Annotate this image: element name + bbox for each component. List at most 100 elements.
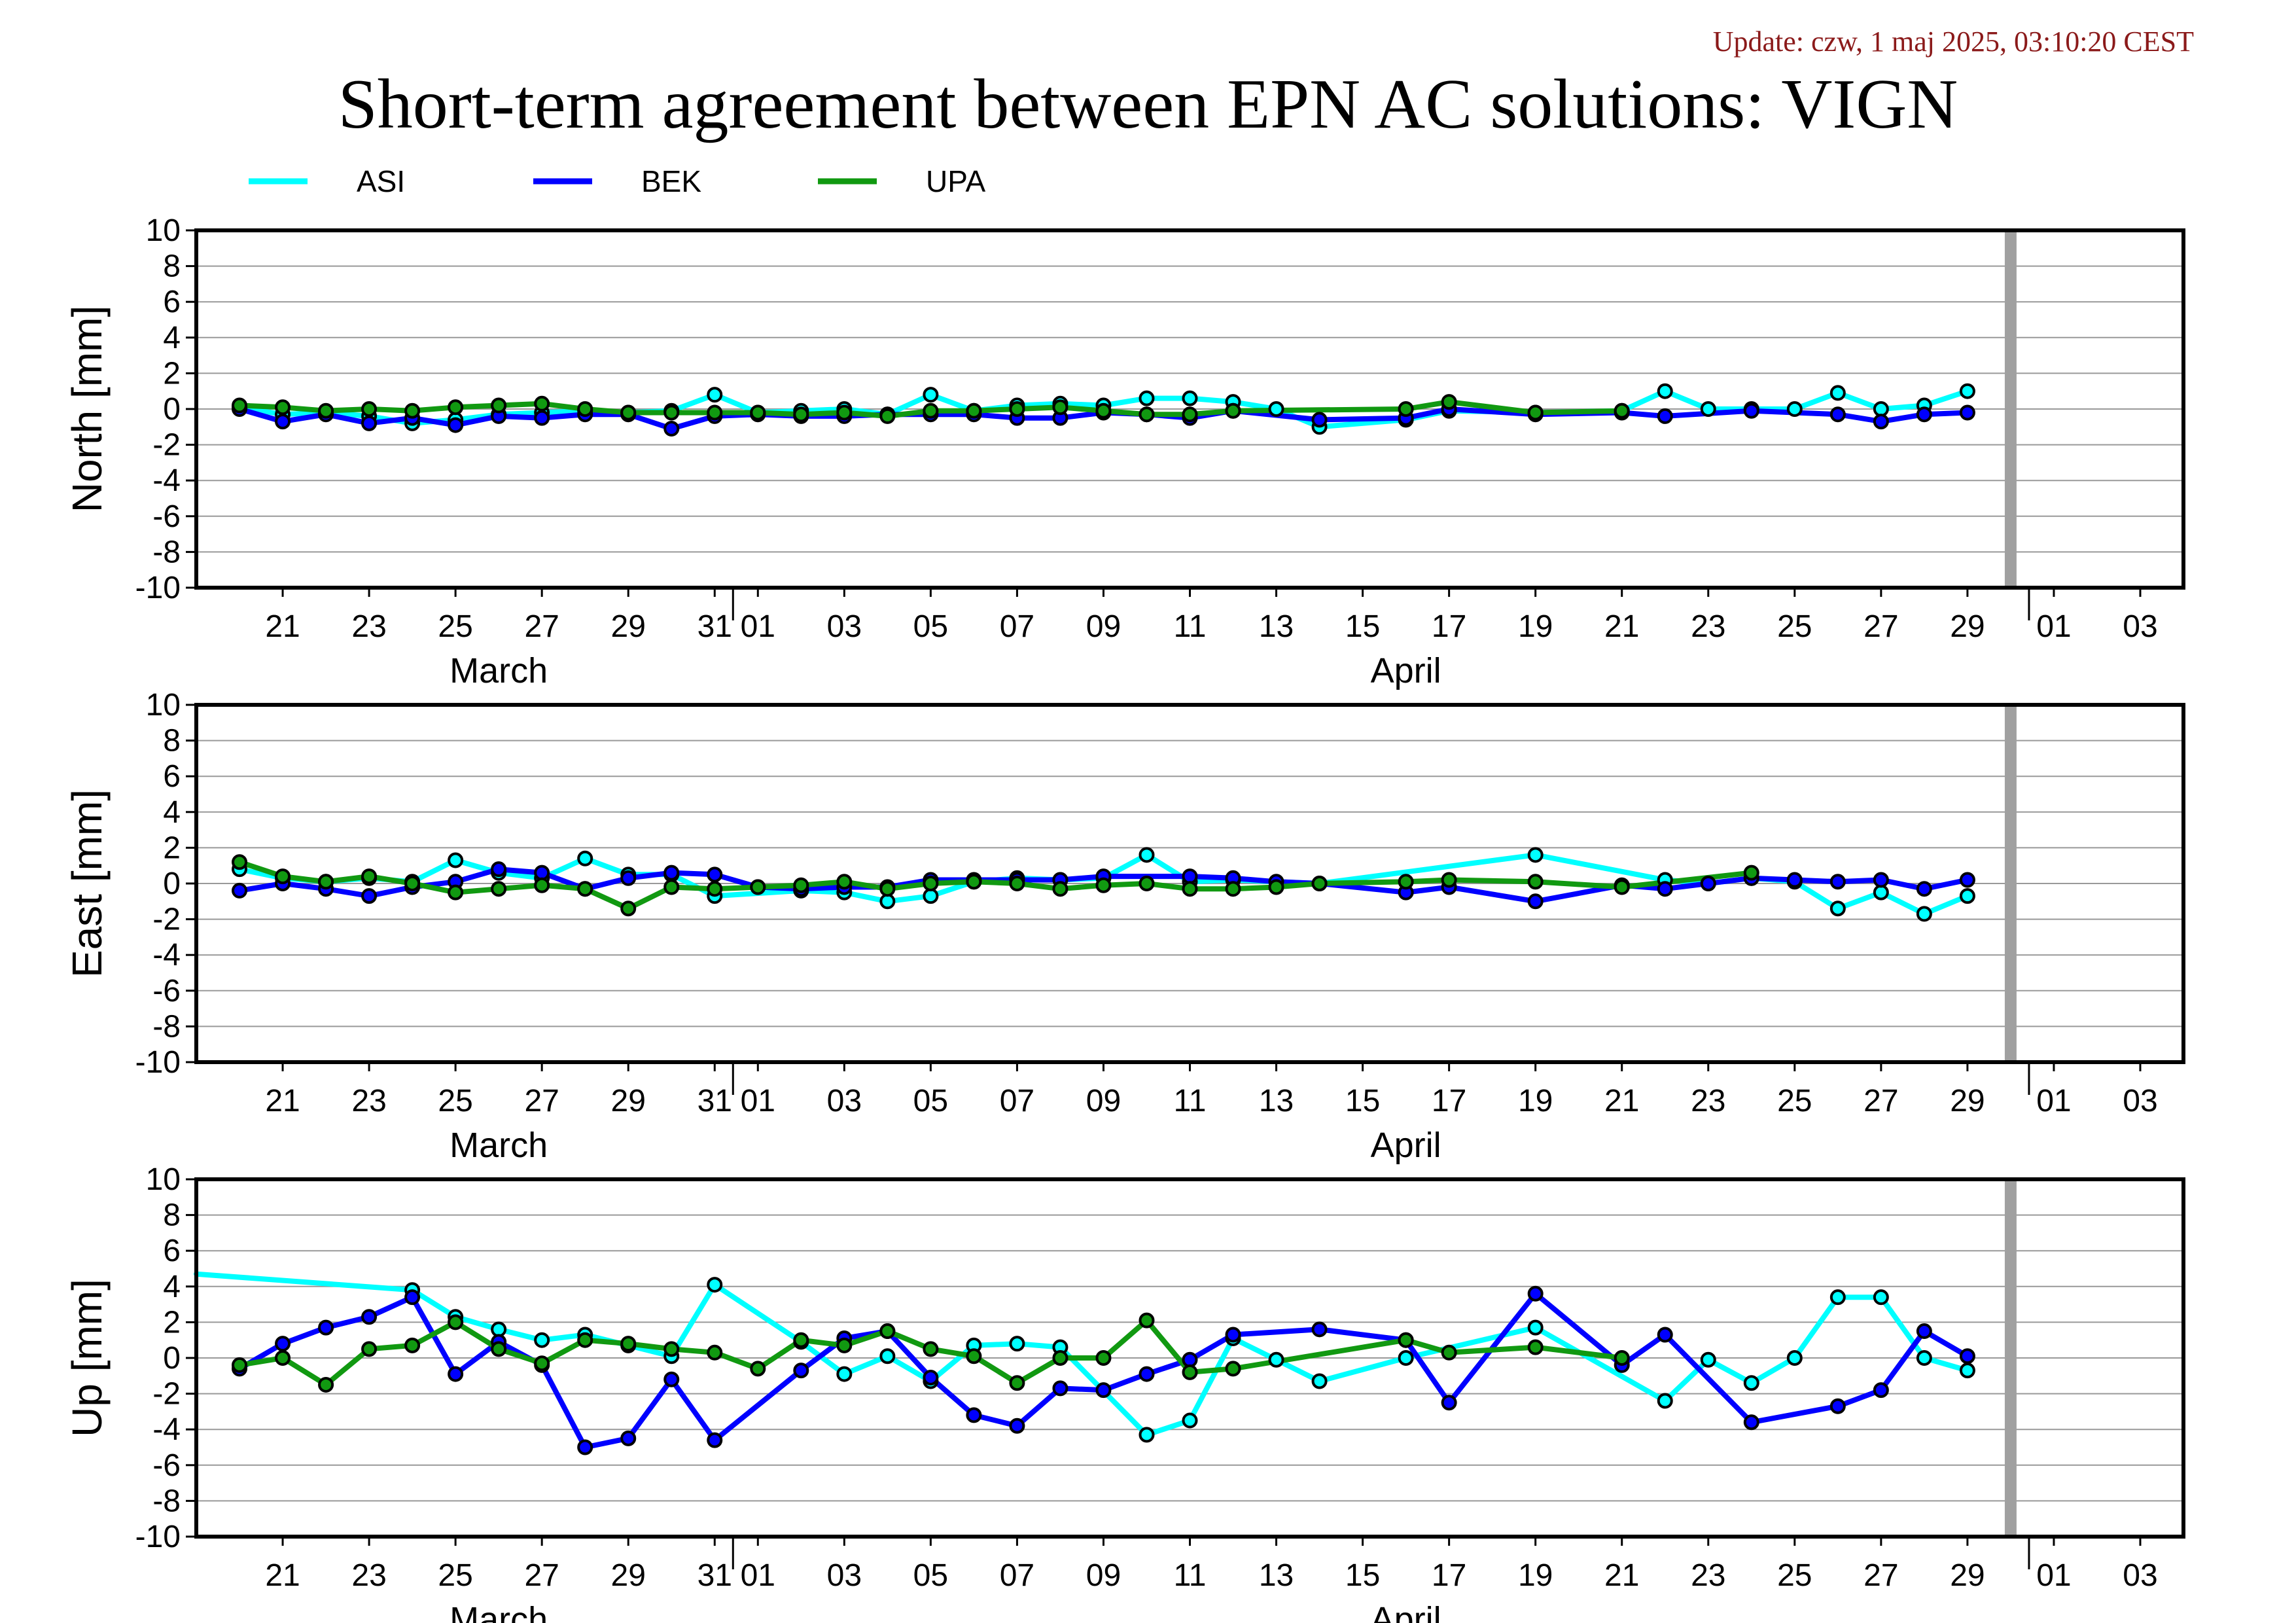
data-point — [1139, 390, 1155, 406]
x-tick-label: 29 — [611, 1084, 646, 1118]
data-point — [1139, 1366, 1155, 1382]
data-point — [1009, 1336, 1025, 1352]
x-tick-label: 25 — [438, 1558, 472, 1593]
data-point — [1009, 876, 1025, 891]
data-point — [663, 879, 680, 895]
data-point — [275, 1350, 291, 1366]
x-tick-label: 27 — [1863, 1084, 1898, 1118]
data-point — [534, 395, 550, 412]
data-point — [1873, 401, 1889, 417]
y-tick-label: -6 — [152, 974, 181, 1008]
series-markers-bek — [232, 861, 1975, 910]
data-point — [361, 1309, 378, 1325]
data-point — [1916, 406, 1932, 423]
data-point — [620, 901, 637, 917]
data-point — [1657, 1327, 1673, 1343]
x-tick-label: 05 — [913, 1558, 948, 1593]
y-tick-label: 4 — [163, 795, 181, 830]
data-point — [966, 874, 982, 890]
y-tick-label: -4 — [152, 1412, 181, 1447]
data-point — [836, 404, 853, 421]
y-tick-label: 8 — [163, 1198, 181, 1233]
data-point — [448, 417, 464, 433]
x-tick-label: 17 — [1432, 609, 1466, 644]
data-point — [1139, 847, 1155, 863]
data-point — [620, 870, 637, 886]
data-point — [1959, 383, 1975, 399]
data-point — [534, 865, 550, 881]
data-point — [663, 865, 680, 881]
data-point — [1959, 888, 1975, 904]
y-tick-label: -8 — [152, 1009, 181, 1044]
data-point — [318, 874, 334, 890]
data-point — [1916, 1323, 1932, 1340]
data-point — [663, 421, 680, 437]
data-point — [793, 406, 809, 423]
data-point — [448, 1314, 464, 1330]
data-point — [1873, 1289, 1889, 1306]
x-tick-label: 09 — [1086, 609, 1121, 644]
data-point — [361, 868, 378, 885]
data-point — [534, 877, 550, 893]
series-group-east — [232, 847, 1975, 922]
month-label: March — [450, 1126, 548, 1165]
data-point — [318, 1376, 334, 1393]
data-point — [923, 876, 939, 891]
data-point — [577, 1439, 593, 1455]
y-tick-label: 2 — [163, 830, 181, 865]
data-point — [1182, 390, 1198, 406]
data-point — [232, 854, 248, 870]
data-point — [1916, 1350, 1932, 1366]
x-tick-label: 27 — [524, 1558, 559, 1593]
data-point — [1959, 1363, 1975, 1379]
x-tick-label: 03 — [827, 1558, 862, 1593]
x-tick-label: 29 — [1950, 609, 1985, 644]
data-point — [1225, 1361, 1241, 1377]
data-point — [663, 1341, 680, 1357]
y-tick-label: 10 — [146, 213, 181, 248]
x-tick-label: 05 — [913, 1084, 948, 1118]
y-tick-label: 6 — [163, 759, 181, 794]
month-label: April — [1371, 1126, 1441, 1165]
data-point — [1139, 876, 1155, 891]
data-point — [1786, 872, 1803, 888]
y-tick-label: -8 — [152, 1484, 181, 1518]
data-point — [1182, 1364, 1198, 1380]
data-point — [1311, 412, 1328, 428]
data-point — [707, 387, 723, 403]
data-point — [836, 1366, 853, 1382]
plot-frame-east — [194, 703, 2185, 1064]
data-point — [577, 1332, 593, 1348]
series-group-north — [232, 383, 1975, 437]
data-point — [1873, 884, 1889, 901]
legend-item-bek: BEK — [533, 164, 701, 198]
y-tick-label: -2 — [152, 902, 181, 937]
data-point — [793, 1332, 809, 1348]
data-point — [1182, 1412, 1198, 1429]
data-point — [793, 1363, 809, 1379]
x-tick-label: 09 — [1086, 1558, 1121, 1593]
y-axis-label-east: East [mm] — [63, 789, 111, 978]
x-tick-label: 13 — [1259, 609, 1294, 644]
data-point — [361, 401, 378, 417]
y-tick-label: 6 — [163, 285, 181, 319]
data-point — [1959, 872, 1975, 888]
data-point — [232, 397, 248, 414]
x-tick-label: 25 — [438, 609, 472, 644]
data-point — [448, 884, 464, 901]
y-tick-label: 0 — [163, 392, 181, 427]
data-point — [534, 1332, 550, 1348]
data-point — [577, 850, 593, 866]
x-tick-label: 03 — [827, 1084, 862, 1118]
data-point — [1527, 1285, 1544, 1302]
x-tick-label: 15 — [1345, 1084, 1380, 1118]
data-point — [836, 1337, 853, 1353]
y-tick-label: -2 — [152, 1377, 181, 1412]
data-point — [318, 1319, 334, 1336]
data-point — [1095, 1382, 1112, 1399]
x-tick-label: 27 — [1863, 609, 1898, 644]
x-tick-label: 23 — [1691, 1084, 1725, 1118]
data-point — [1614, 879, 1630, 895]
